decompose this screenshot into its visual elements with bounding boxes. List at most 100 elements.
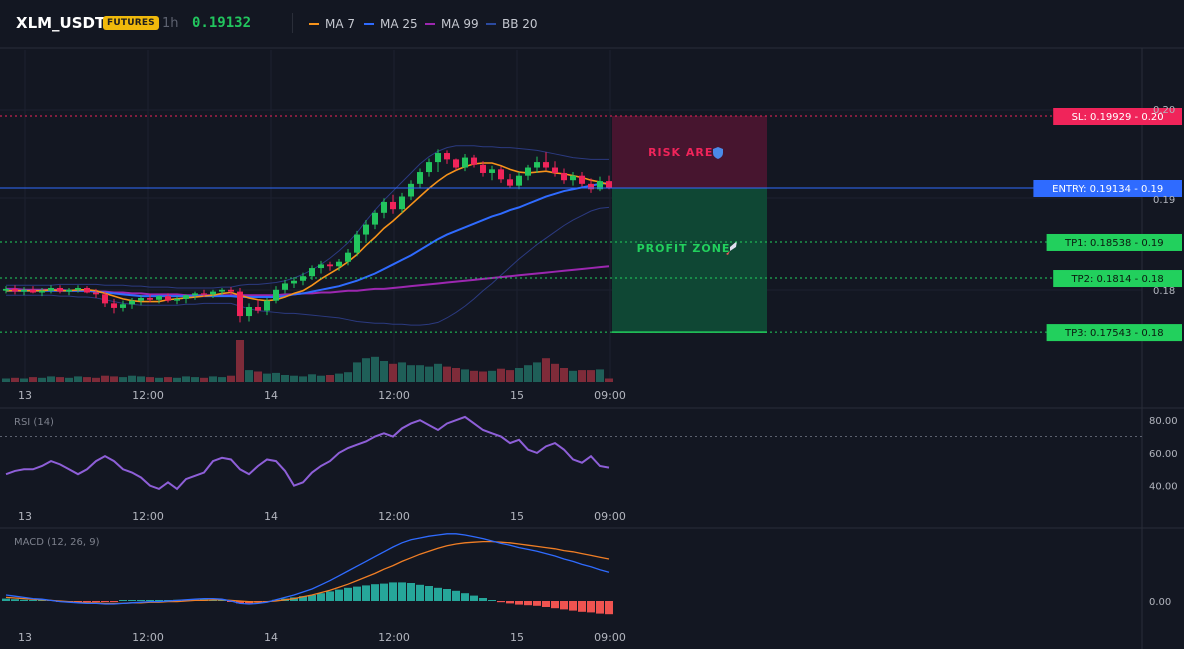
candle-body — [192, 293, 198, 296]
volume-bar — [353, 362, 361, 382]
volume-bar — [83, 377, 91, 382]
candle-body — [228, 289, 234, 292]
volume-bar — [497, 368, 505, 382]
candle-body — [12, 288, 18, 292]
volume-bar — [416, 365, 424, 382]
candle-body — [345, 252, 351, 262]
x-tick-label: 15 — [510, 510, 524, 523]
macd-histogram-bar — [128, 600, 136, 601]
macd-histogram-bar — [515, 601, 523, 605]
profit-zone-label: PROFIT ZONE — [637, 242, 731, 255]
rsi-title: RSI (14) — [14, 417, 54, 428]
candle-body — [318, 264, 324, 269]
futures-badge: FUTURES — [103, 16, 159, 30]
volume-bar — [155, 377, 163, 382]
candle-body — [462, 157, 468, 168]
volume-bar — [263, 373, 271, 382]
candle-body — [138, 297, 144, 301]
level-tag — [1033, 180, 1182, 197]
candle-body — [21, 289, 27, 292]
volume-bar — [380, 361, 388, 382]
volume-bar — [164, 377, 172, 382]
macd-histogram-bar — [236, 601, 244, 604]
candle-body — [273, 289, 279, 301]
candle-body — [507, 179, 513, 186]
volume-bar — [38, 377, 46, 382]
macd-histogram-bar — [353, 586, 361, 601]
candle-body — [75, 287, 81, 290]
macd-histogram-bar — [83, 601, 91, 602]
volume-bar — [398, 362, 406, 382]
volume-bar — [290, 375, 298, 382]
macd-histogram-bar — [110, 601, 118, 602]
volume-bar — [29, 377, 37, 382]
volume-bar — [362, 358, 370, 382]
x-tick-label: 15 — [510, 631, 524, 644]
macd-histogram-bar — [344, 587, 352, 601]
candle-body — [120, 304, 126, 308]
candle-body — [363, 224, 369, 235]
trade-levels: SL: 0.19929 - 0.20 ENTRY: 0.19134 - 0.19 T… — [0, 108, 1182, 342]
moving-averages — [6, 162, 610, 303]
x-tick-label: 09:00 — [594, 631, 626, 644]
volume-bar — [515, 368, 523, 382]
macd-histogram-bar — [92, 601, 100, 602]
legend-bb20-swatch — [486, 23, 496, 25]
candle-body — [525, 167, 531, 176]
volume-bar — [146, 377, 154, 382]
legend-ma99[interactable]: MA 99 — [425, 17, 479, 31]
macd-histogram-bar — [560, 601, 568, 610]
candle-body — [435, 153, 441, 163]
volume-bar — [20, 378, 28, 382]
macd-histogram-bar — [542, 601, 550, 607]
candle-body — [183, 295, 189, 299]
x-tick-label: 14 — [264, 389, 278, 402]
level-tag — [1053, 108, 1182, 125]
candle-body — [354, 234, 360, 253]
candle-body — [165, 296, 171, 301]
candle-body — [390, 201, 396, 210]
candle-body — [426, 162, 432, 173]
volume-bar — [524, 365, 532, 382]
candle-body — [147, 297, 153, 300]
volume-bar — [605, 378, 613, 382]
legend-ma7[interactable]: MA 7 — [309, 17, 355, 31]
macd-histogram-bar — [20, 599, 28, 601]
bb-lower-line — [6, 206, 610, 326]
candle-body — [48, 287, 54, 291]
rsi-panel: RSI (14) 80.00 60.00 40.00 — [0, 415, 1178, 493]
shield-icon — [713, 147, 723, 159]
candle-body — [372, 212, 378, 225]
volume-bars — [2, 340, 613, 382]
candle-body — [264, 300, 270, 311]
candle-body — [597, 181, 603, 190]
legend-ma25-label: MA 25 — [380, 17, 418, 31]
volume-bar — [533, 362, 541, 382]
macd-histogram-bar — [479, 598, 487, 601]
macd-histogram-bar — [371, 584, 379, 601]
volume-bar — [425, 366, 433, 382]
rsi-tick-label: 60.00 — [1149, 449, 1178, 460]
symbol-name[interactable]: XLM_USDT — [16, 14, 106, 32]
ma25-line — [6, 181, 610, 299]
candle-body — [93, 292, 99, 295]
macd-histogram-bar — [11, 599, 19, 601]
volume-bar — [551, 363, 559, 382]
legend-ma25[interactable]: MA 25 — [364, 17, 418, 31]
macd-histogram-bar — [533, 601, 541, 606]
macd-histogram-bar — [389, 582, 397, 601]
candle-body — [39, 290, 45, 293]
volume-bar — [101, 375, 109, 382]
axis-labels: 13 12:00 14 12:00 15 09:00 13 12:00 14 12:00 15 09:… — [18, 105, 1175, 644]
legend-bb20[interactable]: BB 20 — [486, 17, 538, 31]
interval-selector[interactable]: 1h — [162, 16, 179, 31]
x-tick-label: 13 — [18, 510, 32, 523]
candle-body — [174, 298, 180, 301]
macd-histogram-bar — [362, 585, 370, 601]
volume-bar — [218, 377, 226, 382]
candle-body — [300, 276, 306, 281]
volume-bar — [281, 375, 289, 382]
macd-histogram-bar — [551, 601, 559, 609]
rsi-line — [5, 415, 610, 491]
